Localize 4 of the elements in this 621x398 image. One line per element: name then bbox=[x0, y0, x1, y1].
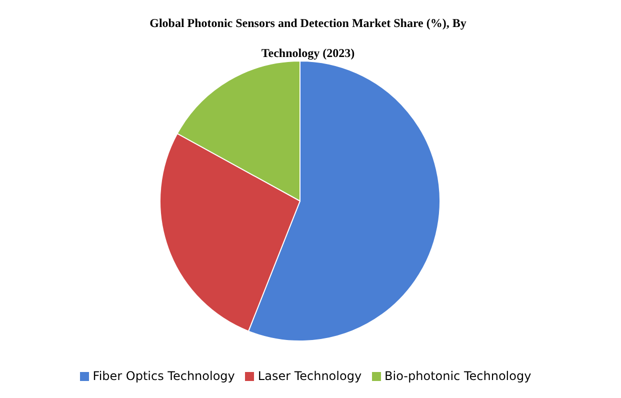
legend-label: Bio-photonic Technology bbox=[384, 369, 532, 383]
legend-label: Fiber Optics Technology bbox=[92, 369, 235, 383]
legend-label: Laser Technology bbox=[258, 369, 362, 383]
chart-title: Global Photonic Sensors and Detection Market Share (%), By Technology (2023) bbox=[150, 16, 466, 60]
